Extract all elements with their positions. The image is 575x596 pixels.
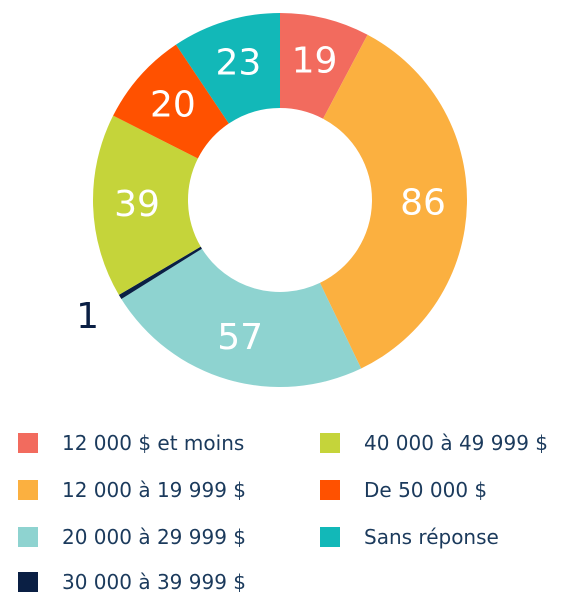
legend-label: Sans réponse: [364, 525, 499, 549]
legend-swatch: [18, 433, 38, 453]
legend-label: 40 000 à 49 999 $: [364, 431, 548, 455]
legend-label: 12 000 $ et moins: [62, 431, 244, 455]
legend-swatch: [18, 480, 38, 500]
legend-label: 20 000 à 29 999 $: [62, 525, 246, 549]
legend-label: 30 000 à 39 999 $: [62, 570, 246, 594]
legend-swatch: [320, 433, 340, 453]
donut-slice: [113, 44, 229, 159]
slice-label: 86: [400, 182, 446, 223]
legend-swatch: [18, 527, 38, 547]
donut-slice: [118, 246, 202, 299]
donut-slice: [121, 248, 362, 387]
legend-label: 12 000 à 19 999 $: [62, 478, 246, 502]
legend-swatch: [320, 527, 340, 547]
donut-slice: [92, 115, 201, 295]
legend-label: De 50 000 $: [364, 478, 487, 502]
slice-label: 57: [217, 317, 263, 358]
slice-label: 20: [150, 85, 196, 126]
slice-label: 23: [216, 43, 262, 84]
donut-slice: [319, 34, 467, 369]
slice-label: 19: [292, 41, 338, 82]
legend-swatch: [18, 572, 38, 592]
legend-swatch: [320, 480, 340, 500]
donut-slice: [280, 13, 368, 119]
slice-label: 39: [114, 184, 160, 225]
slice-label: 1: [76, 296, 99, 337]
donut-slice: [175, 12, 280, 124]
